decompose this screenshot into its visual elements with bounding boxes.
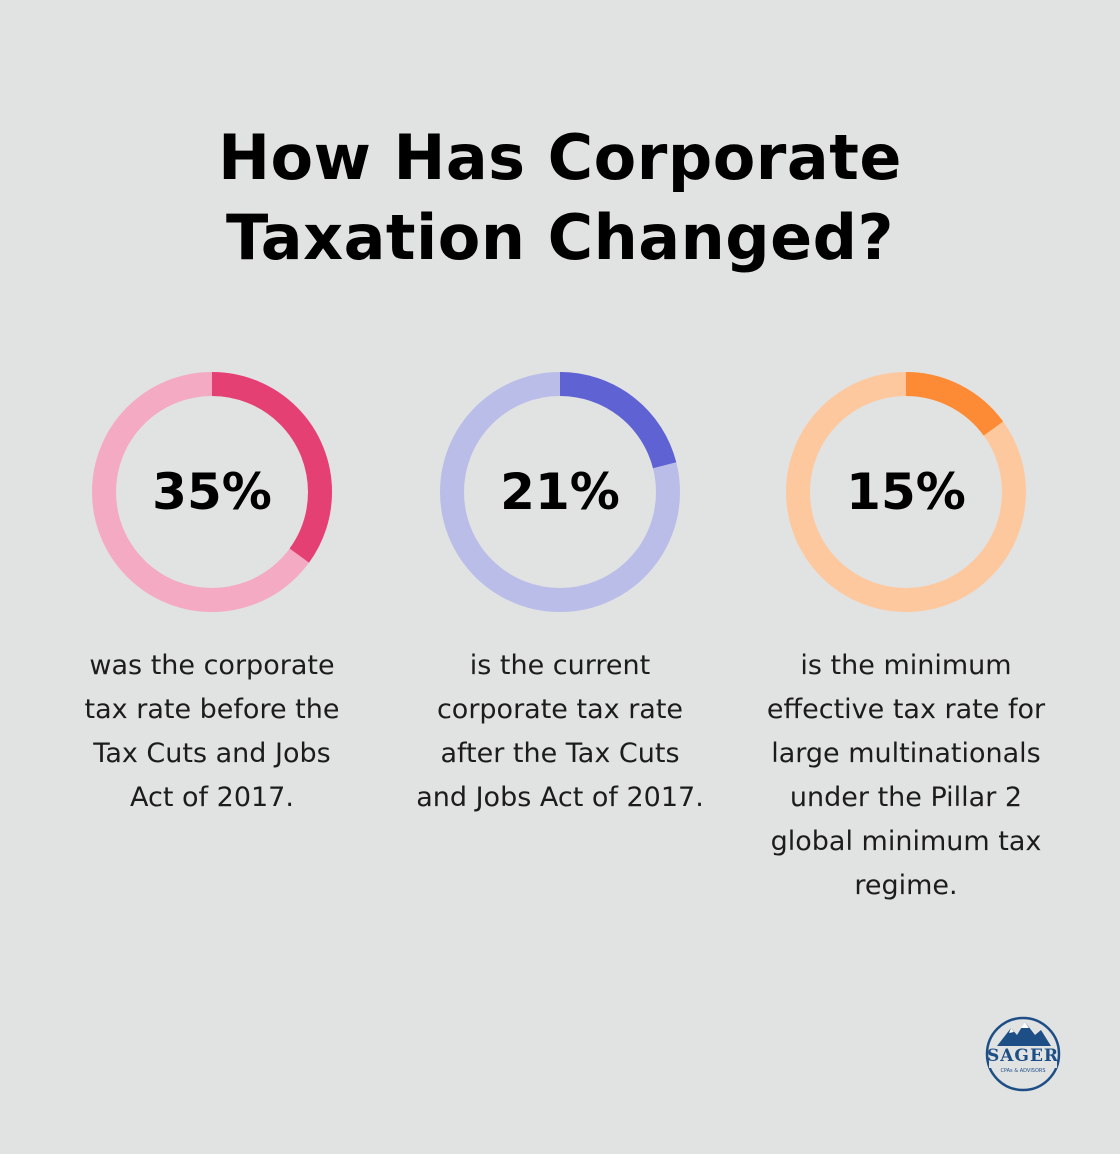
desc-line: global minimum tax [770,826,1042,857]
stat-description: is the current corporate tax rate after … [400,644,720,820]
donut-svg [786,372,1026,612]
desc-line: is the minimum [800,650,1012,681]
donut-svg [92,372,332,612]
logo-tagline: CPAs & ADVISORS [1000,1068,1046,1074]
desc-line: tax rate before the [84,694,340,725]
stat-description: was the corporate tax rate before the Ta… [52,644,372,820]
desc-line: Tax Cuts and Jobs [93,738,331,769]
donut-chart [92,372,332,612]
desc-line: after the Tax Cuts [440,738,680,769]
desc-line: under the Pillar 2 [789,782,1023,813]
donut-chart [786,372,1026,612]
desc-line: large multinationals [771,738,1041,769]
desc-line: and Jobs Act of 2017. [416,782,704,813]
page-title: How Has Corporate Taxation Changed? [0,118,1120,278]
donut-value-arc [92,372,332,612]
percent-label: 21% [500,463,620,521]
desc-line: corporate tax rate [436,694,684,725]
desc-line: Act of 2017. [130,782,294,813]
donut-value-arc [440,372,680,612]
donut-svg [440,372,680,612]
desc-line: is the current [469,650,651,681]
desc-line: was the corporate [89,650,335,681]
desc-line: effective tax rate for [766,694,1046,725]
stat-description: is the minimum effective tax rate for la… [746,644,1066,908]
donut-chart [440,372,680,612]
donut-value-arc [786,372,1026,612]
percent-label: 35% [152,463,272,521]
logo-name: SAGER [986,1046,1060,1066]
mountain-icon [985,1016,1061,1092]
desc-line: regime. [854,870,958,901]
sager-logo: SAGER CPAs & ADVISORS [983,1016,1063,1092]
percent-label: 15% [846,463,966,521]
title-line: How Has Corporate [218,121,902,194]
title-line: Taxation Changed? [225,201,895,274]
